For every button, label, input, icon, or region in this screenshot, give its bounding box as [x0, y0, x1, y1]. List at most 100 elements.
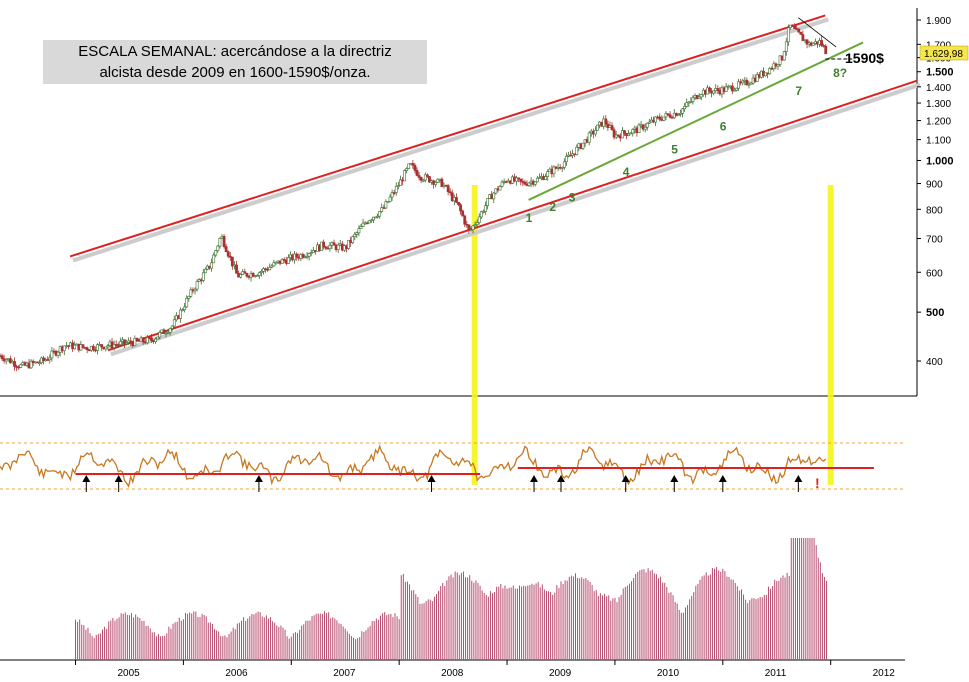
annotation-box: ESCALA SEMANAL: acercándose a la directr… [43, 40, 427, 84]
candle-body [423, 174, 427, 181]
candle-body [104, 346, 108, 350]
y-tick-label: 700 [926, 235, 943, 246]
candle-body [658, 116, 662, 120]
bounce-arrow-icon [718, 475, 727, 482]
x-tick-label: 2005 [117, 668, 140, 679]
candle-body [407, 163, 411, 169]
candle-body [112, 344, 116, 348]
y-tick-label: 1.900 [926, 16, 951, 27]
candle-body [380, 207, 384, 212]
candle-body [262, 268, 265, 272]
bounce-arrow-icon [530, 475, 539, 482]
candle-body [434, 182, 438, 185]
candle-body [791, 24, 794, 27]
candle-body [376, 215, 379, 218]
bounce-arrow-icon [556, 475, 565, 482]
candle-body [170, 325, 174, 329]
candle-body [226, 251, 230, 257]
candle-body [359, 226, 363, 230]
bounce-arrow-icon [427, 475, 436, 482]
candle-body [450, 192, 454, 202]
candle-body [403, 170, 406, 182]
candle-body [4, 359, 8, 362]
candle-body [535, 177, 539, 183]
candle-body [390, 192, 394, 198]
candle-body [353, 234, 357, 237]
trendline-2009 [528, 41, 864, 201]
candle-body [515, 177, 518, 182]
candle-body [369, 219, 373, 222]
candle-body [564, 155, 568, 163]
price-candles [0, 23, 828, 372]
candle-body [500, 181, 504, 187]
y-tick-label: 900 [926, 180, 943, 191]
y-tick-label: 1.100 [926, 136, 951, 147]
candle-body [372, 216, 375, 221]
candle-body [96, 344, 99, 351]
candle-body [475, 222, 479, 225]
candle-body [440, 178, 444, 188]
y-tick-label: 1.300 [926, 99, 951, 110]
candle-body [498, 186, 502, 191]
candle-body [517, 177, 521, 180]
candle-body [135, 337, 139, 341]
candle-body [533, 181, 537, 185]
resistance-line [798, 17, 837, 48]
candle-body [581, 142, 585, 149]
candle-body [755, 74, 759, 82]
candle-body [355, 232, 359, 235]
candle-body [286, 257, 290, 264]
channel-lower-line [107, 79, 918, 352]
candle-body [268, 266, 272, 271]
x-tick-label: 2009 [549, 668, 572, 679]
candle-body [411, 163, 415, 166]
candle-body [697, 96, 701, 100]
candle-body [749, 82, 753, 85]
candle-body [459, 204, 462, 212]
candle-body [154, 338, 157, 342]
candle-body [56, 351, 60, 356]
candle-body [587, 132, 591, 143]
bounce-arrow-icon [254, 475, 263, 482]
candle-body [150, 337, 153, 341]
candle-body [388, 196, 392, 202]
candle-body [691, 97, 695, 102]
candle-body [274, 261, 278, 264]
trendline-touch-label: 7 [795, 84, 802, 98]
candle-body [486, 198, 489, 206]
candle-body [492, 192, 496, 200]
candle-body [185, 298, 189, 308]
candle-body [133, 337, 137, 347]
candle-body [168, 328, 172, 333]
candle-body [162, 329, 166, 334]
candle-body [328, 245, 332, 249]
candle-body [257, 272, 261, 276]
candle-body [13, 361, 16, 367]
trendline-touch-label: 6 [720, 119, 727, 133]
candle-body [158, 332, 162, 338]
candle-body [235, 264, 238, 274]
trendline-touch-label: 4 [623, 165, 630, 179]
candle-body [733, 89, 736, 92]
target-price-label: 1590$ [845, 50, 884, 66]
candle-body [448, 191, 452, 194]
candle-body [811, 43, 815, 46]
candle-body [67, 345, 70, 348]
candle-body [463, 215, 467, 225]
candle-body [716, 88, 720, 91]
candle-body [307, 253, 311, 257]
candle-body [481, 211, 485, 213]
candle-body [730, 85, 734, 92]
support-trendline [528, 17, 864, 201]
candle-body [527, 182, 531, 186]
candle-body [562, 161, 566, 168]
candle-body [786, 27, 790, 43]
candle-body [647, 121, 651, 124]
candle-body [820, 40, 823, 46]
y-tick-label: 1.200 [926, 117, 951, 128]
candle-body [378, 211, 382, 217]
candle-body [189, 289, 193, 297]
candle-body [129, 340, 133, 344]
candle-body [544, 176, 548, 181]
